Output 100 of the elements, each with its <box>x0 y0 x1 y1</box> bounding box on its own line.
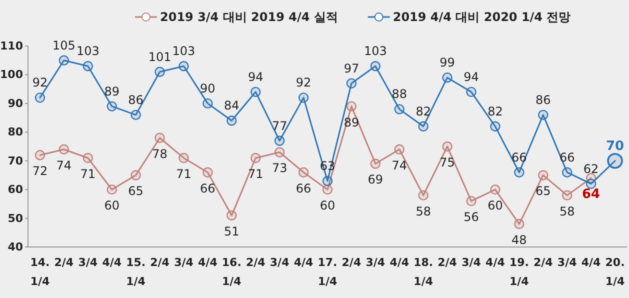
point <box>274 147 285 158</box>
data-label: 70 <box>606 138 624 154</box>
data-label: 66 <box>296 181 312 196</box>
x-tick-label: 4/4 <box>486 256 506 269</box>
point <box>442 141 452 152</box>
x-tick-label: 4/4 <box>102 256 122 269</box>
data-label: 48 <box>512 233 527 248</box>
point <box>466 196 476 206</box>
x-tick-label: 3/4 <box>557 256 578 269</box>
point <box>202 98 213 109</box>
y-tick-label: 110 <box>0 40 24 52</box>
point <box>298 167 309 178</box>
point <box>538 110 548 120</box>
point <box>106 101 117 112</box>
point <box>274 136 285 146</box>
data-label: 58 <box>416 204 431 218</box>
point <box>394 104 404 114</box>
data-label: 94 <box>464 70 479 84</box>
data-label: 72 <box>32 164 48 178</box>
x-tick-label: 20. 1/4 <box>605 256 626 288</box>
point <box>106 184 117 195</box>
x-tick-label: 17. 1/4 <box>318 256 338 288</box>
point <box>514 167 524 178</box>
data-label: 103 <box>364 44 387 58</box>
point <box>490 184 500 195</box>
point <box>370 61 381 72</box>
data-label: 69 <box>368 172 384 187</box>
data-label: 66 <box>200 181 216 196</box>
data-label: 103 <box>76 44 100 58</box>
point <box>370 158 381 169</box>
point <box>442 72 452 83</box>
point <box>562 167 572 178</box>
x-tick-label: 3/4 <box>78 256 98 269</box>
x-tick-label: 4/4 <box>198 256 218 269</box>
data-label: 65 <box>128 184 144 198</box>
legend-label: 2019 3/4 대비 2019 4/4 실적 <box>160 10 338 24</box>
data-label: 62 <box>583 162 599 176</box>
data-label: 105 <box>52 38 76 52</box>
point <box>538 170 548 180</box>
data-label: 71 <box>176 166 192 181</box>
point <box>130 170 141 180</box>
x-tick-label: 2/4 <box>54 256 74 269</box>
legend-label: 2019 4/4 대비 2020 1/4 전망 <box>392 10 571 24</box>
point <box>178 61 189 72</box>
data-label: 51 <box>224 224 240 238</box>
y-tick-label: 100 <box>0 68 24 82</box>
point <box>562 190 572 200</box>
x-tick-label: 3/4 <box>366 256 386 269</box>
point <box>586 178 596 189</box>
data-label: 65 <box>536 184 551 198</box>
data-label: 86 <box>128 92 144 107</box>
x-tick-label: 2/4 <box>533 256 554 269</box>
point <box>346 78 357 88</box>
point <box>250 152 261 164</box>
point <box>58 144 70 154</box>
point <box>34 150 46 160</box>
data-label: 71 <box>80 166 96 181</box>
data-label: 60 <box>488 198 503 213</box>
data-label: 82 <box>488 104 503 118</box>
data-label: 92 <box>296 76 312 90</box>
data-label: 75 <box>440 156 455 170</box>
data-label: 89 <box>104 84 120 98</box>
data-label: 60 <box>320 198 336 213</box>
x-tick-label: 18. 1/4 <box>414 256 434 288</box>
point <box>418 190 428 200</box>
point <box>298 92 309 103</box>
data-label: 101 <box>148 50 172 64</box>
x-tick-label: 2/4 <box>246 256 266 269</box>
data-label: 74 <box>56 158 72 172</box>
y-tick-label: 60 <box>8 183 24 196</box>
point <box>34 92 46 103</box>
point <box>82 152 93 164</box>
data-label: 71 <box>248 166 264 181</box>
data-label: 73 <box>272 161 288 176</box>
point <box>346 101 357 112</box>
data-label: 86 <box>536 92 551 107</box>
x-tick-label: 2/4 <box>438 256 458 269</box>
point <box>394 144 404 154</box>
data-label: 58 <box>559 204 575 218</box>
point <box>130 110 141 120</box>
x-tick-label: 3/4 <box>270 256 290 269</box>
data-label: 90 <box>200 81 216 96</box>
x-tick-label: 19. 1/4 <box>509 256 530 288</box>
point <box>226 116 237 126</box>
x-tick-label: 2/4 <box>150 256 170 269</box>
x-tick-label: 4/4 <box>390 256 410 269</box>
y-tick-label: 40 <box>8 240 24 254</box>
data-label: 97 <box>344 61 360 76</box>
point <box>226 210 237 221</box>
data-label: 77 <box>272 118 288 133</box>
point <box>322 176 333 186</box>
point <box>514 218 524 230</box>
data-label: 56 <box>464 210 479 224</box>
x-tick-label: 16. 1/4 <box>222 256 242 288</box>
point <box>178 152 189 164</box>
x-tick-label: 2/4 <box>342 256 362 269</box>
point <box>82 61 93 72</box>
data-label: 92 <box>32 76 48 90</box>
y-tick-label: 70 <box>8 154 24 168</box>
point <box>58 55 70 66</box>
